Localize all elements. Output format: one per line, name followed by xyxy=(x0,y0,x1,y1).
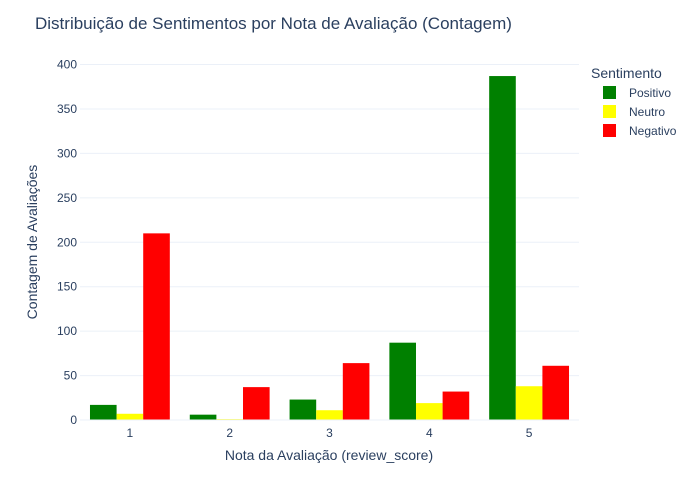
legend-swatch-positivo xyxy=(603,86,616,99)
x-tick-labels: 1 2 3 4 5 xyxy=(127,426,533,440)
bar-neutro-3 xyxy=(316,410,343,420)
x-tick-label: 3 xyxy=(326,426,333,440)
bar-negativo-5 xyxy=(542,365,570,420)
x-axis-title: Nota da Avaliação (review_score) xyxy=(225,447,433,463)
y-tick-label: 150 xyxy=(57,280,77,294)
legend-swatch-negativo xyxy=(603,124,616,137)
legend-swatch-neutro xyxy=(603,105,616,118)
y-tick-label: 300 xyxy=(57,146,77,160)
bar-negativo-3 xyxy=(342,363,370,420)
legend-items: Positivo Neutro Negativo xyxy=(603,86,677,138)
bar-positivo-3 xyxy=(289,399,317,420)
legend-label-positivo: Positivo xyxy=(629,86,671,100)
y-tick-label: 400 xyxy=(57,58,77,72)
bar-neutro-1 xyxy=(116,413,144,420)
x-tick-label: 5 xyxy=(526,426,533,440)
bar-negativo-4 xyxy=(442,391,470,420)
bar-positivo-4 xyxy=(389,342,416,420)
y-tick-label: 350 xyxy=(57,102,77,116)
y-tick-label: 100 xyxy=(57,324,77,338)
x-tick-label: 2 xyxy=(226,426,233,440)
y-axis-title: Contagem de Avaliações xyxy=(24,165,40,320)
bar-neutro-4 xyxy=(415,403,443,420)
bar-negativo-2 xyxy=(243,387,270,420)
bar-positivo-5 xyxy=(489,76,516,421)
chart-title: Distribuição de Sentimentos por Nota de … xyxy=(35,14,512,33)
legend: Sentimento Positivo Neutro Negativo xyxy=(591,65,677,138)
y-tick-label: 250 xyxy=(57,191,77,205)
y-tick-labels: 0 50 100 150 200 250 300 350 400 xyxy=(57,58,77,428)
y-tick-label: 200 xyxy=(57,235,77,249)
bar-neutro-5 xyxy=(515,386,543,420)
legend-label-neutro: Neutro xyxy=(629,105,665,119)
y-tick-label: 0 xyxy=(70,413,77,427)
bar-negativo-1 xyxy=(143,233,170,420)
bar-positivo-1 xyxy=(89,404,117,420)
x-tick-label: 1 xyxy=(127,426,134,440)
y-tick-label: 50 xyxy=(64,369,78,383)
legend-label-negativo: Negativo xyxy=(629,124,677,138)
x-tick-label: 4 xyxy=(426,426,433,440)
legend-title: Sentimento xyxy=(591,65,662,81)
bars xyxy=(80,76,579,421)
bar-positivo-2 xyxy=(189,414,217,420)
